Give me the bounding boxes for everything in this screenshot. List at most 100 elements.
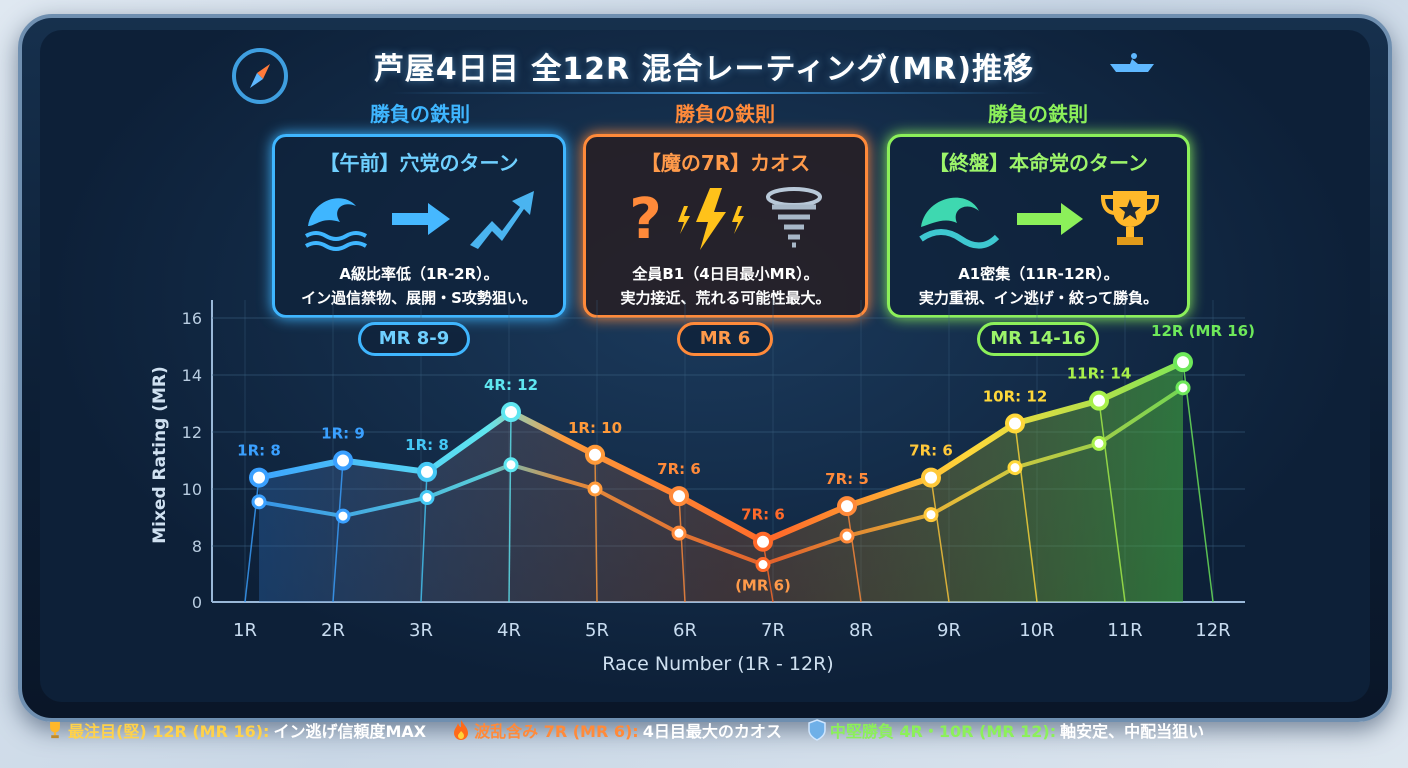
card-title: 【終盤】本命党のターン: [929, 151, 1148, 175]
data-point: [755, 557, 771, 573]
footer-text: 軸安定、中配当狙い: [1060, 722, 1205, 741]
wave-icon: [918, 197, 999, 249]
wave-icon: [304, 198, 368, 251]
data-point: [1175, 380, 1191, 396]
data-point: [503, 457, 519, 473]
compass-icon: [232, 48, 288, 104]
card-desc-1: 全員B1（4日目最小MR）。: [632, 265, 819, 283]
data-label: 1R: 8: [237, 442, 281, 460]
card-desc-1: A1密集（11R-12R）。: [958, 265, 1119, 283]
data-label: 7R: 6: [741, 506, 785, 524]
data-point: [335, 508, 351, 524]
data-point: [1089, 390, 1109, 411]
card-title: 【午前】穴党のターン: [319, 151, 519, 175]
data-label: 10R: 12: [983, 387, 1048, 405]
area-fill: [259, 362, 1183, 602]
x-axis-label: Race Number (1R - 12R): [602, 653, 833, 675]
data-point: [837, 496, 857, 517]
data-point: [1091, 435, 1107, 451]
card-desc-2: イン過信禁物、展開・S攻勢狙い。: [301, 289, 537, 307]
data-point: [249, 467, 269, 488]
footer-highlight: 最注目(堅) 12R (MR 16):: [68, 722, 270, 741]
title-divider: [390, 92, 1050, 94]
drop-line: [1182, 362, 1214, 603]
card-final: 【終盤】本命党のターン A1密集（11R-12R）。 実力重視、イン逃げ・絞って…: [887, 134, 1190, 318]
data-label: 11R: 14: [1067, 365, 1132, 383]
data-point: [419, 490, 435, 506]
drop-line: [1098, 400, 1126, 603]
footer-text: イン逃げ信頼度MAX: [273, 722, 427, 741]
card-desc-2: 実力重視、イン逃げ・絞って勝負。: [918, 289, 1159, 307]
data-label: 7R: 5: [825, 470, 869, 488]
x-tick-label: 8R: [849, 620, 873, 641]
data-point: [921, 467, 941, 488]
x-tick-label: 12R: [1195, 620, 1230, 641]
rule-heading-chaos: 勝負の鉄則: [675, 102, 775, 126]
data-point: [839, 528, 855, 544]
pill-mr-final: MR 14-16: [977, 322, 1099, 356]
drop-line: [1014, 423, 1038, 603]
trophy-icon: [1100, 191, 1159, 245]
arrow-right-icon: [1016, 203, 1083, 235]
y-tick-label: 12: [182, 423, 202, 442]
data-point: [1005, 413, 1025, 434]
data-point: [333, 450, 353, 471]
data-label: 1R: 9: [321, 425, 365, 443]
lightning-icon: [677, 188, 744, 250]
pill-mr-morning: MR 8-9: [358, 322, 470, 356]
annotation-label: (MR 6): [735, 577, 791, 595]
fire-icon: [454, 720, 469, 740]
x-tick-label: 9R: [937, 620, 961, 641]
trend-up-icon: [470, 191, 534, 249]
footer-highlight: 波乱含み 7R (MR 6):: [474, 722, 639, 741]
shield-icon: [808, 719, 826, 741]
y-tick-label: 10: [182, 480, 202, 499]
data-point: [585, 444, 605, 465]
data-point: [669, 486, 689, 507]
y-axis-label: Mixed Rating (MR): [150, 366, 170, 544]
x-tick-label: 10R: [1019, 620, 1054, 641]
data-point: [923, 507, 939, 523]
footer-text: 4日目最大のカオス: [642, 722, 782, 741]
x-tick-label: 1R: [233, 620, 257, 641]
footer-item-upset: 波乱含み 7R (MR 6): 4日目最大のカオス: [452, 718, 782, 742]
x-tick-label: 7R: [761, 620, 785, 641]
x-tick-label: 5R: [585, 620, 609, 641]
x-tick-label: 4R: [497, 620, 521, 641]
footer-summary: 最注目(堅) 12R (MR 16): イン逃げ信頼度MAX 波乱含み 7R (…: [30, 712, 1390, 748]
footer-item-top-pick: 最注目(堅) 12R (MR 16): イン逃げ信頼度MAX: [46, 718, 426, 742]
y-tick-label: 16: [182, 309, 202, 328]
drop-line: [930, 477, 950, 603]
data-label: 7R: 6: [909, 442, 953, 460]
data-point: [1007, 460, 1023, 476]
card-desc-2: 実力接近、荒れる可能性最大。: [620, 289, 831, 307]
data-point: [753, 531, 773, 552]
footer-highlight: 中堅勝負 4R・10R (MR 12):: [829, 722, 1057, 741]
drop-line: [678, 496, 686, 603]
series-line-2: [258, 386, 1185, 567]
data-point: [1173, 352, 1193, 373]
y-tick-label: 0: [192, 593, 202, 612]
tornado-icon: [765, 187, 822, 248]
drop-line: [332, 460, 344, 603]
rule-heading-morning: 勝負の鉄則: [370, 102, 470, 126]
x-tick-label: 11R: [1107, 620, 1142, 641]
data-label: 12R (MR 16): [1151, 322, 1255, 340]
drop-line: [846, 505, 862, 603]
data-point: [251, 494, 267, 510]
data-point: [501, 402, 521, 423]
trophy-icon: [50, 721, 60, 739]
card-morning: 【午前】穴党のターン A級比率低（1R-2R）。 イン過信禁物、展開・S攻勢狙い…: [272, 134, 566, 318]
x-tick-label: 6R: [673, 620, 697, 641]
drop-line: [594, 454, 598, 603]
rule-heading-final: 勝負の鉄則: [988, 102, 1088, 126]
series-line-1: [258, 359, 1185, 545]
data-label: 7R: 6: [657, 460, 701, 478]
x-tick-label: 2R: [321, 620, 345, 641]
data-point: [671, 525, 687, 541]
page-title: 芦屋4日目 全12R 混合レーティング(MR)推移: [373, 52, 1035, 87]
drop-line: [762, 541, 774, 603]
data-label: 1R: 10: [568, 419, 622, 437]
question-icon: ?: [629, 186, 662, 252]
